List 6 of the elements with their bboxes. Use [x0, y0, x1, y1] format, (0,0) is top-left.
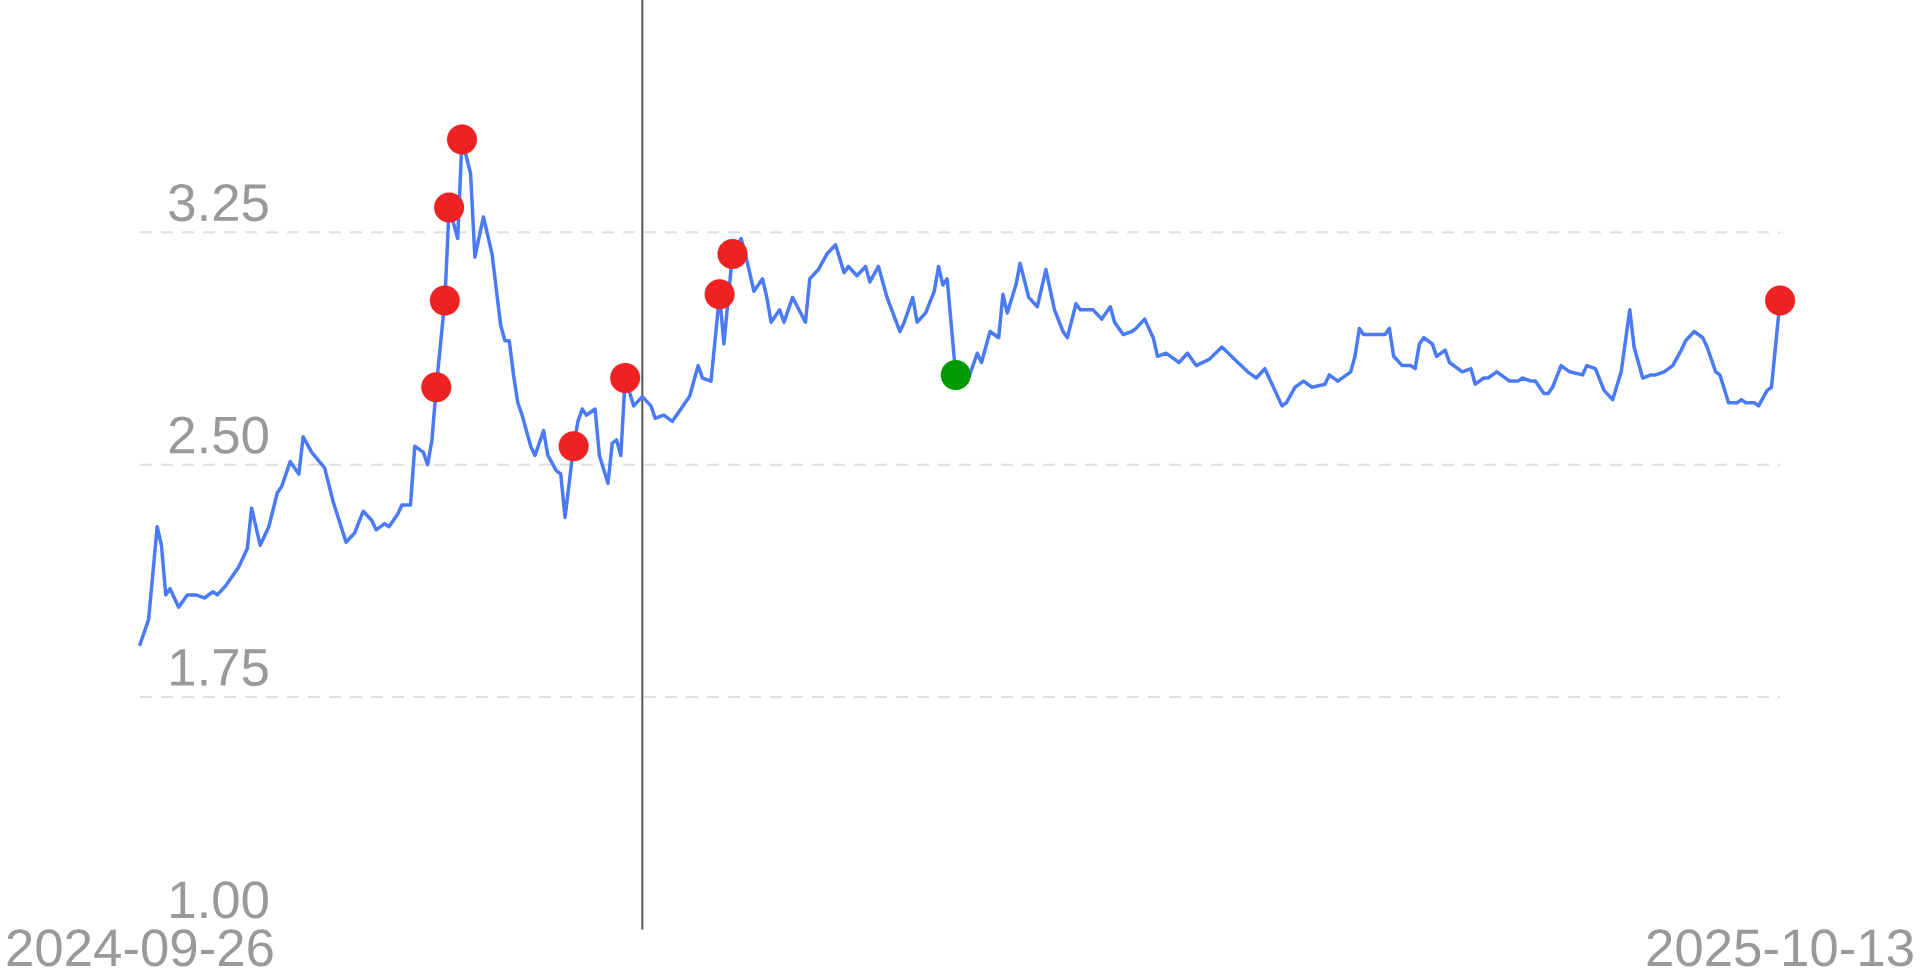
- y-tick-label: 2.50: [169, 416, 268, 454]
- x-tick-label: 2024-09-26: [7, 929, 273, 967]
- x-tick-label: 2025-10-13: [1647, 929, 1913, 967]
- y-tick-label: 3.25: [169, 184, 268, 222]
- y-tick-label: 1.75: [171, 649, 268, 687]
- y-tick-label: 1.00: [171, 881, 268, 919]
